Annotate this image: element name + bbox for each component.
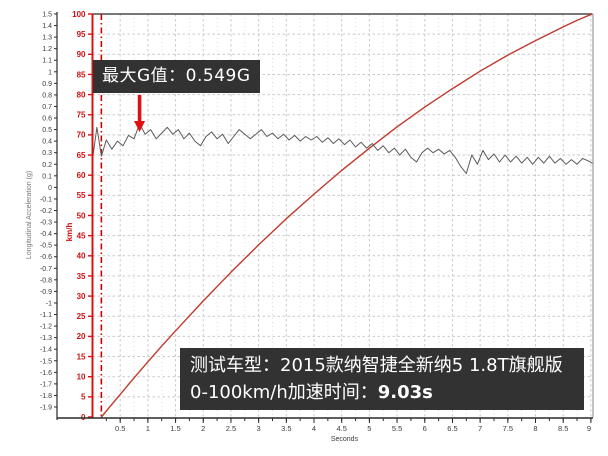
svg-text:-1.1: -1.1 bbox=[40, 312, 52, 319]
svg-text:20: 20 bbox=[77, 332, 86, 341]
svg-text:-0.4: -0.4 bbox=[40, 231, 52, 238]
max-g-arrow bbox=[134, 95, 146, 132]
kmh-axis: 0510152025303540455055606570758085909510… bbox=[65, 10, 94, 422]
svg-text:0.9: 0.9 bbox=[42, 81, 52, 88]
g-axis: 1.5 1.4 1.3 1.2 1.1 1 0.9 0.8 0.7 0.6 0.5 0.4 0.3 0.2… bbox=[26, 12, 58, 420]
svg-text:0.4: 0.4 bbox=[42, 139, 52, 146]
svg-text:8: 8 bbox=[533, 424, 537, 433]
svg-text:0: 0 bbox=[48, 185, 52, 192]
svg-text:85: 85 bbox=[77, 70, 86, 79]
svg-text:-0.6: -0.6 bbox=[40, 254, 52, 261]
svg-text:-1.8: -1.8 bbox=[40, 393, 52, 400]
svg-text:7.5: 7.5 bbox=[503, 424, 513, 433]
svg-text:0.7: 0.7 bbox=[42, 104, 52, 111]
svg-text:4.5: 4.5 bbox=[336, 424, 346, 433]
svg-text:3.5: 3.5 bbox=[281, 424, 291, 433]
svg-text:-1.5: -1.5 bbox=[40, 358, 52, 365]
svg-text:-1.6: -1.6 bbox=[40, 370, 52, 377]
svg-text:1.3: 1.3 bbox=[42, 35, 52, 42]
svg-text:25: 25 bbox=[77, 312, 86, 321]
svg-text:-0.3: -0.3 bbox=[40, 220, 52, 227]
svg-text:5: 5 bbox=[81, 393, 86, 402]
svg-text:1: 1 bbox=[146, 424, 150, 433]
svg-text:75: 75 bbox=[77, 111, 86, 120]
svg-text:6.5: 6.5 bbox=[447, 424, 457, 433]
svg-text:30: 30 bbox=[77, 292, 86, 301]
acceleration-series bbox=[92, 123, 593, 174]
g-axis-title: Longitudinal Acceleration (g) bbox=[26, 171, 33, 259]
svg-text:40: 40 bbox=[77, 252, 86, 261]
svg-text:-0.5: -0.5 bbox=[40, 243, 52, 250]
svg-text:1.5: 1.5 bbox=[170, 424, 180, 433]
svg-text:50: 50 bbox=[77, 211, 86, 220]
svg-text:0.3: 0.3 bbox=[42, 150, 52, 157]
svg-text:4: 4 bbox=[312, 424, 316, 433]
svg-text:3: 3 bbox=[257, 424, 261, 433]
svg-text:0.5: 0.5 bbox=[42, 127, 52, 134]
svg-text:90: 90 bbox=[77, 50, 86, 59]
svg-text:45: 45 bbox=[77, 231, 86, 240]
svg-text:-0.9: -0.9 bbox=[40, 289, 52, 296]
svg-text:-1.4: -1.4 bbox=[40, 347, 52, 354]
max-g-annotation: 最大G值：0.549G bbox=[93, 60, 260, 93]
svg-text:2.5: 2.5 bbox=[226, 424, 236, 433]
svg-text:65: 65 bbox=[77, 151, 86, 160]
svg-text:55: 55 bbox=[77, 191, 86, 200]
result-time-value: 9.03s bbox=[377, 382, 433, 403]
svg-text:-1: -1 bbox=[46, 300, 52, 307]
result-model-line: 测试车型：2015款纳智捷全新纳5 1.8T旗舰版 bbox=[190, 355, 563, 376]
svg-text:95: 95 bbox=[77, 30, 86, 39]
svg-text:2: 2 bbox=[201, 424, 205, 433]
result-time-prefix: 0-100km/h加速时间： bbox=[190, 382, 378, 403]
kmh-axis-title: km/h bbox=[65, 223, 74, 242]
svg-text:1.5: 1.5 bbox=[42, 12, 52, 19]
svg-text:-1.2: -1.2 bbox=[40, 324, 52, 331]
result-time-line: 0-100km/h加速时间：9.03s bbox=[190, 379, 574, 406]
svg-text:-0.8: -0.8 bbox=[40, 277, 52, 284]
speed-series bbox=[100, 13, 593, 418]
svg-text:8.5: 8.5 bbox=[558, 424, 568, 433]
svg-text:1: 1 bbox=[48, 69, 52, 76]
svg-text:1.2: 1.2 bbox=[42, 46, 52, 53]
svg-text:0.2: 0.2 bbox=[42, 162, 52, 169]
svg-text:-0.2: -0.2 bbox=[40, 208, 52, 215]
svg-text:0.6: 0.6 bbox=[42, 116, 52, 123]
svg-text:0.1: 0.1 bbox=[42, 173, 52, 180]
svg-text:70: 70 bbox=[77, 131, 86, 140]
svg-text:35: 35 bbox=[77, 272, 86, 281]
svg-text:0.8: 0.8 bbox=[42, 92, 52, 99]
svg-text:15: 15 bbox=[77, 352, 86, 361]
result-annotation: 测试车型：2015款纳智捷全新纳5 1.8T旗舰版 0-100km/h加速时间：… bbox=[180, 348, 584, 410]
svg-text:100: 100 bbox=[72, 10, 86, 19]
max-g-annotation-text: 最大G值：0.549G bbox=[102, 66, 251, 86]
svg-text:-1.9: -1.9 bbox=[40, 405, 52, 412]
svg-text:5.5: 5.5 bbox=[392, 424, 402, 433]
svg-text:1.4: 1.4 bbox=[42, 23, 52, 30]
svg-text:6: 6 bbox=[423, 424, 427, 433]
svg-text:10: 10 bbox=[77, 373, 86, 382]
svg-text:-0.7: -0.7 bbox=[40, 266, 52, 273]
x-axis: 0.5 1 1.5 2 2.5 3 3.5 4 4.5 5 5.5 6 6.5 7 7.5 8 8.5 9 Seco… bbox=[57, 417, 593, 443]
svg-text:5: 5 bbox=[367, 424, 371, 433]
svg-text:0.5: 0.5 bbox=[115, 424, 125, 433]
x-axis-title: Seconds bbox=[331, 436, 359, 443]
svg-text:7: 7 bbox=[478, 424, 482, 433]
svg-text:-1.7: -1.7 bbox=[40, 381, 52, 388]
svg-text:-0.1: -0.1 bbox=[40, 196, 52, 203]
svg-text:-1.3: -1.3 bbox=[40, 335, 52, 342]
svg-text:60: 60 bbox=[77, 171, 86, 180]
svg-text:80: 80 bbox=[77, 90, 86, 99]
svg-text:1.1: 1.1 bbox=[42, 58, 52, 65]
svg-text:9: 9 bbox=[587, 424, 591, 433]
